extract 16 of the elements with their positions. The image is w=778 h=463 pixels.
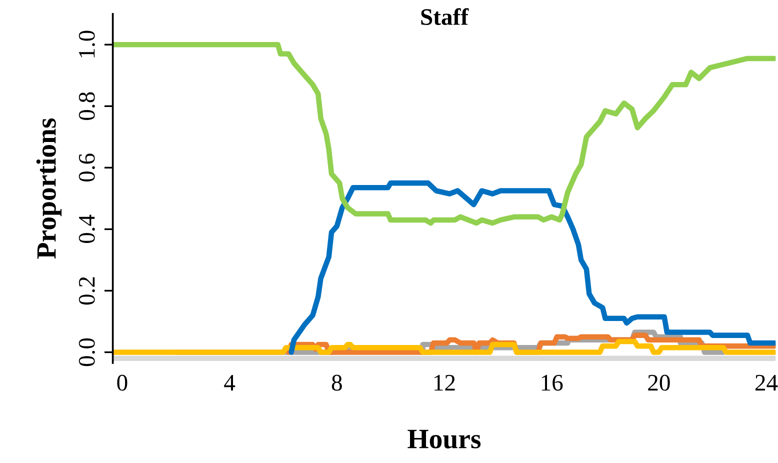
x-tick-label: 16 bbox=[542, 374, 563, 391]
chart-title: Staff bbox=[421, 8, 469, 26]
x-tick-label: 0 bbox=[117, 374, 128, 391]
x-tick-label: 20 bbox=[648, 374, 670, 391]
y-tick-label: 0.4 bbox=[78, 214, 95, 244]
x-tick-label: 8 bbox=[332, 374, 342, 391]
x-tick-label: 4 bbox=[224, 374, 236, 390]
y-tick-label: 0.6 bbox=[78, 154, 95, 182]
y-tick-label: 0.0 bbox=[78, 338, 95, 366]
y-axis-title: Proportions bbox=[36, 118, 62, 259]
x-tick-label: 12 bbox=[434, 374, 455, 390]
x-axis-title: Hours bbox=[408, 430, 481, 448]
y-tick-label: 1.0 bbox=[78, 30, 95, 58]
y-tick-label: 0.8 bbox=[78, 92, 95, 120]
x-tick-label: 24 bbox=[756, 374, 778, 390]
y-tick-label: 0.2 bbox=[78, 277, 95, 305]
